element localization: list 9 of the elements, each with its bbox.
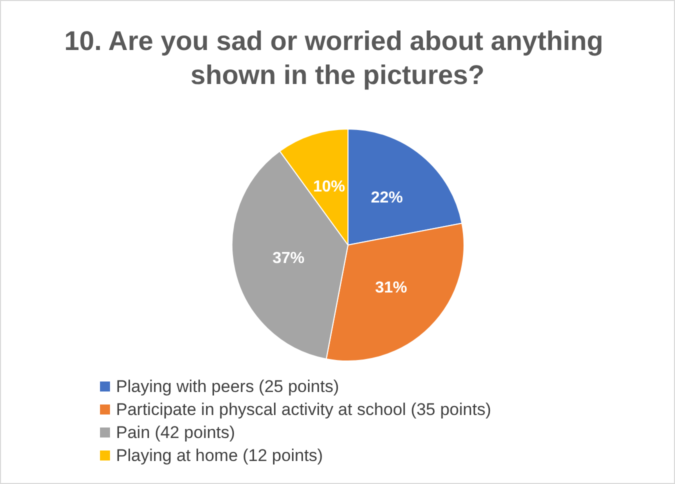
legend-label: Pain (42 points) — [116, 423, 236, 442]
data-label: 37% — [272, 250, 304, 267]
chart-title: 10. Are you sad or worried about anything shown in the pictures? — [64, 26, 611, 90]
data-label: 10% — [313, 178, 346, 196]
data-label: 31% — [375, 280, 408, 297]
legend-label: Playing at home (12 points) — [116, 446, 323, 465]
legend-label: Participate in physcal activity at school (35 points) — [116, 400, 492, 419]
data-label: 22% — [370, 190, 403, 206]
legend-label: Playing with peers (25 points) — [116, 377, 340, 396]
